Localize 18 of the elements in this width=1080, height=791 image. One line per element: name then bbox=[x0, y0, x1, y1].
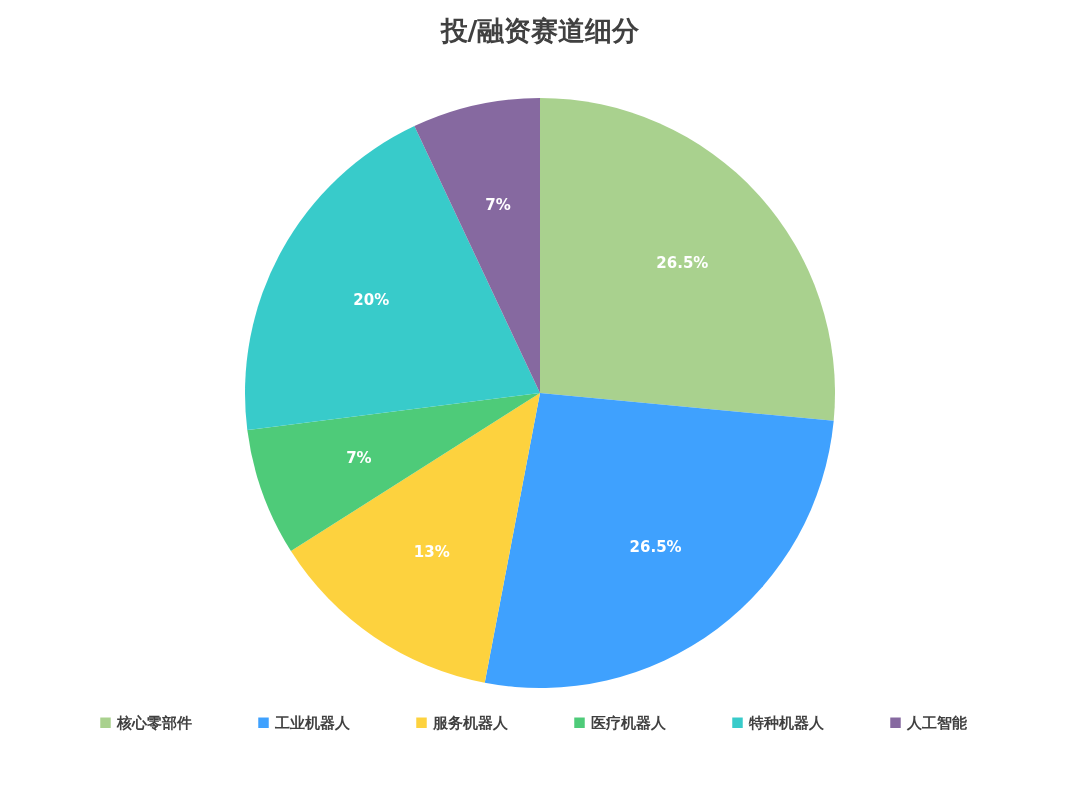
pie-slice bbox=[540, 98, 835, 421]
chart-title: 投/融资赛道细分 bbox=[439, 15, 641, 46]
legend-label: 医疗机器人 bbox=[591, 713, 667, 732]
legend-label: 工业机器人 bbox=[274, 713, 351, 732]
pie-slice bbox=[484, 393, 834, 688]
legend-label: 服务机器人 bbox=[432, 713, 509, 732]
data-label: 7% bbox=[485, 196, 511, 215]
legend-label: 特种机器人 bbox=[748, 713, 825, 732]
data-label: 7% bbox=[346, 449, 372, 468]
pie-slice bbox=[414, 98, 540, 393]
data-label: 13% bbox=[413, 543, 450, 562]
pie-slice bbox=[245, 126, 540, 430]
data-label: 20% bbox=[353, 291, 390, 310]
data-label: 26.5% bbox=[656, 254, 709, 273]
data-label: 26.5% bbox=[629, 537, 682, 556]
legend-label: 人工智能 bbox=[906, 713, 968, 732]
legend-label: 核心零部件 bbox=[116, 713, 192, 732]
pie-slice bbox=[290, 393, 540, 683]
